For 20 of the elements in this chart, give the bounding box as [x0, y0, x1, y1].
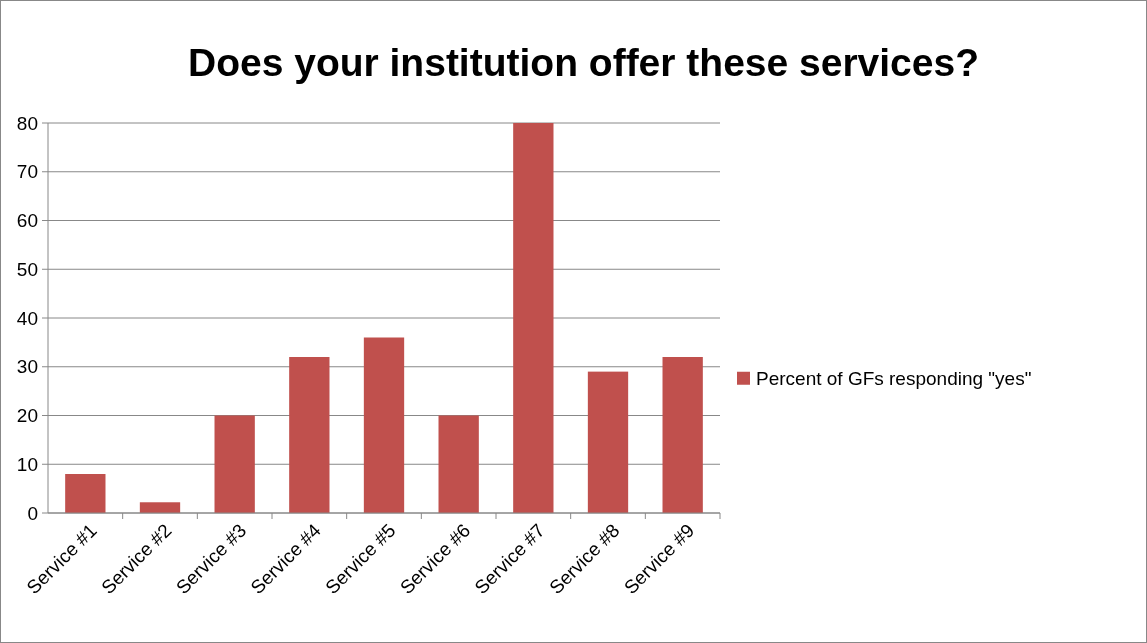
y-tick-label: 30 — [16, 356, 38, 378]
y-tick-label: 10 — [16, 453, 38, 475]
y-tick-label: 40 — [16, 307, 38, 329]
legend-label: Percent of GFs responding "yes" — [756, 368, 1032, 390]
y-tick-label: 50 — [16, 258, 38, 280]
bar — [587, 371, 629, 513]
bar — [363, 337, 405, 513]
y-tick-label: 80 — [16, 112, 38, 134]
bar — [513, 123, 554, 513]
y-tick-label: 70 — [16, 161, 38, 183]
bar — [438, 415, 479, 513]
y-tick-label: 60 — [16, 210, 38, 232]
bar — [289, 357, 330, 513]
bar — [214, 415, 255, 513]
bar — [139, 502, 181, 513]
bar — [662, 357, 703, 513]
bar — [65, 474, 106, 513]
chart-title: Does your institution offer these services? — [187, 41, 980, 84]
y-tick-label: 0 — [27, 502, 38, 524]
y-tick-label: 20 — [16, 405, 38, 427]
